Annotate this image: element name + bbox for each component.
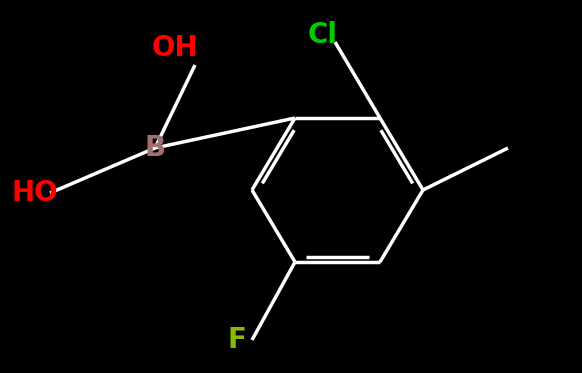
Text: HO: HO [12, 179, 58, 207]
Text: Cl: Cl [308, 21, 338, 49]
Text: F: F [228, 326, 246, 354]
Text: OH: OH [152, 34, 198, 62]
Text: B: B [144, 134, 165, 162]
